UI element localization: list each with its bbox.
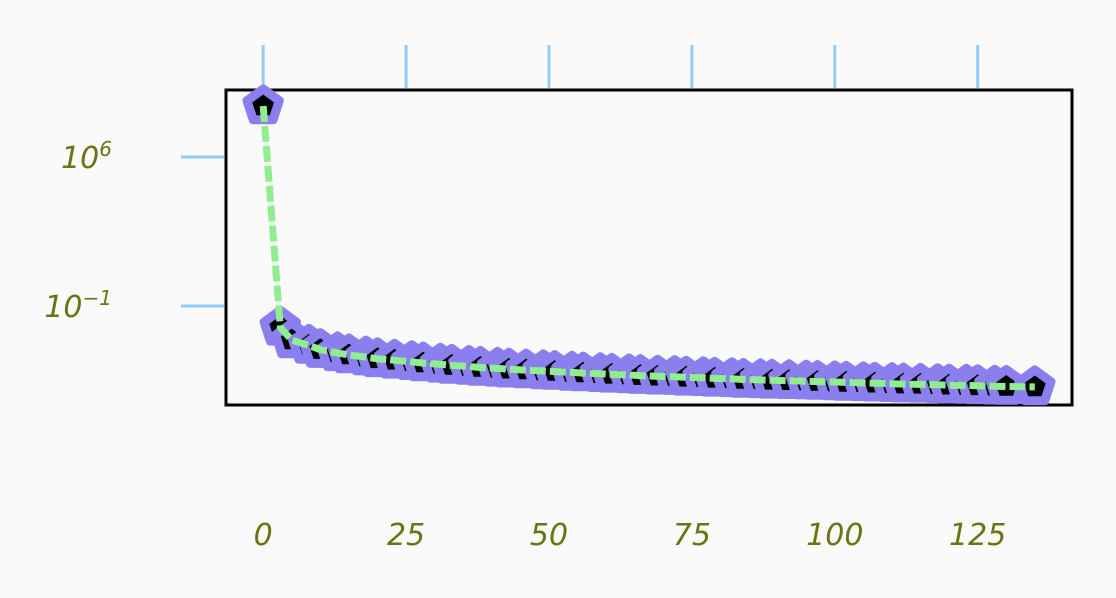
- x-tick-label: 75: [673, 518, 711, 553]
- plot-frame: [224, 88, 1074, 407]
- y-tick-base: 10: [61, 141, 99, 176]
- series-group: [242, 84, 1056, 406]
- data-point-marker: [1014, 365, 1056, 406]
- x-tick-label: 50: [530, 518, 568, 553]
- x-tick-label: 100: [806, 518, 863, 553]
- y-tick-exponent: −1: [83, 286, 112, 310]
- y-tick-base: 10: [44, 290, 82, 325]
- y-tick-exponent: 6: [99, 137, 112, 161]
- y-tick-label: 106: [61, 137, 112, 176]
- x-tick-label: 125: [949, 518, 1006, 553]
- x-tick-label: 25: [387, 518, 425, 553]
- y-tick-label: 10−1: [44, 286, 112, 325]
- series-line: [259, 105, 1035, 391]
- x-tick-label: 0: [254, 518, 273, 553]
- x-axis-ticks: 0 25 50 75 100 125: [254, 45, 1006, 553]
